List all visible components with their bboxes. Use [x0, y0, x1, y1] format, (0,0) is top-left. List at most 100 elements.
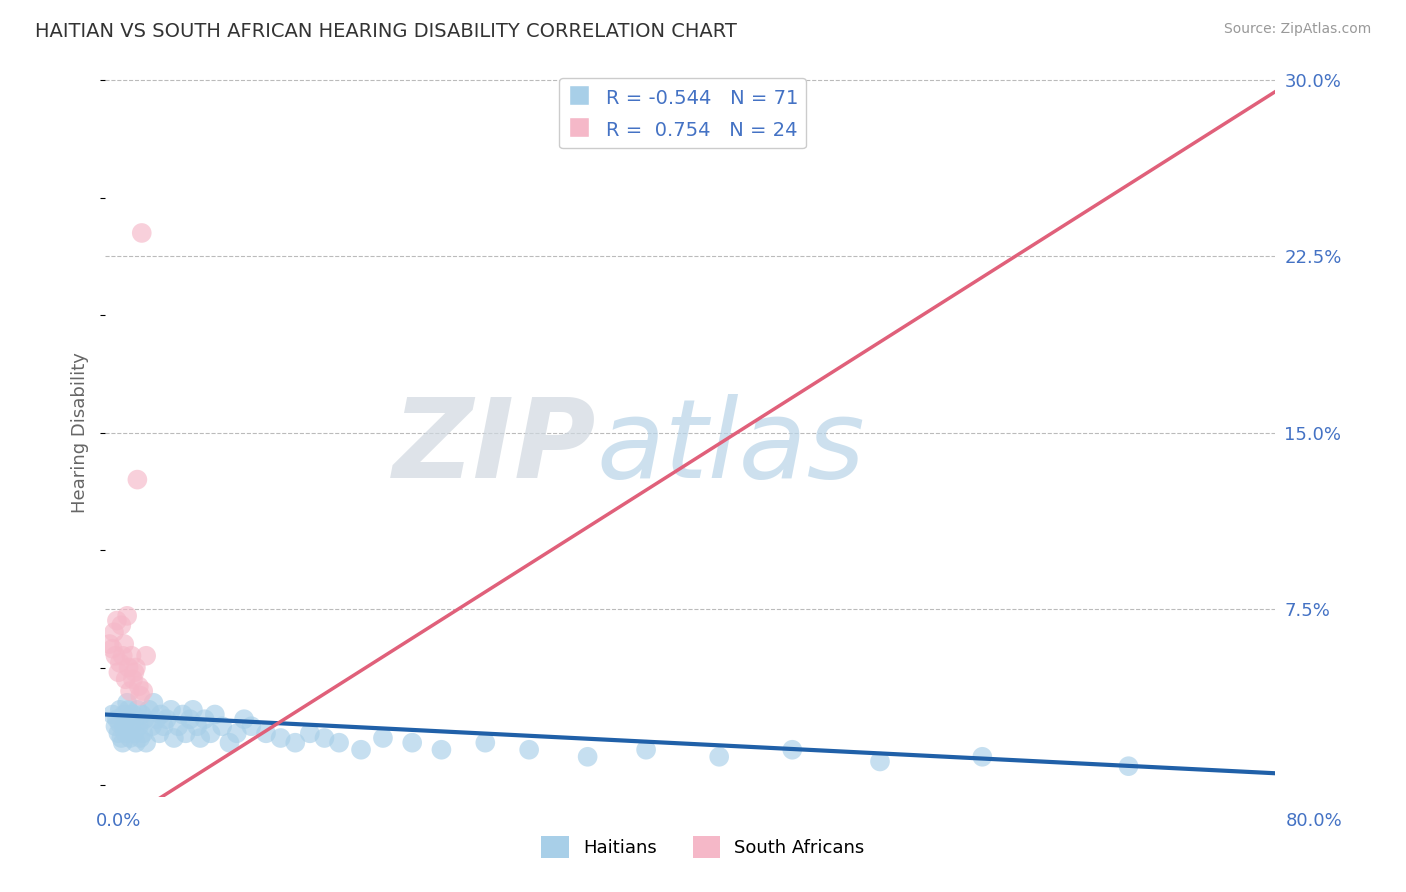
Point [636, 743, 658, 757]
Point [972, 749, 994, 764]
Point [474, 736, 496, 750]
Point [128, 679, 150, 693]
Point [211, 719, 233, 733]
Point [107, 726, 129, 740]
Point [115, 712, 138, 726]
Point [112, 707, 135, 722]
Point [218, 736, 240, 750]
Point [108, 717, 131, 731]
Point [131, 707, 153, 722]
Point [430, 743, 453, 757]
Text: 0.0%: 0.0% [96, 812, 141, 830]
Point [181, 703, 204, 717]
Point [129, 731, 152, 745]
Point [145, 712, 167, 726]
Point [108, 703, 131, 717]
Point [111, 648, 134, 663]
Point [709, 749, 731, 764]
Point [517, 743, 540, 757]
Point [167, 719, 190, 733]
Point [401, 736, 423, 750]
Text: atlas: atlas [596, 393, 865, 500]
Point [138, 703, 160, 717]
Point [240, 719, 263, 733]
Point [135, 648, 157, 663]
Point [194, 712, 217, 726]
Point [155, 712, 177, 726]
Point [576, 749, 599, 764]
Point [188, 731, 211, 745]
Point [1118, 759, 1140, 773]
Point [314, 731, 336, 745]
Point [124, 712, 146, 726]
Point [108, 656, 131, 670]
Point [115, 608, 138, 623]
Point [134, 712, 156, 726]
Point [132, 726, 155, 740]
Point [122, 673, 145, 687]
Point [112, 637, 135, 651]
Point [104, 648, 127, 663]
Point [101, 707, 124, 722]
Y-axis label: Hearing Disability: Hearing Disability [72, 352, 89, 513]
Point [371, 731, 394, 745]
Point [174, 726, 197, 740]
Text: Source: ZipAtlas.com: Source: ZipAtlas.com [1223, 22, 1371, 37]
Point [98, 637, 121, 651]
Point [112, 719, 135, 733]
Text: ZIP: ZIP [392, 393, 596, 500]
Point [121, 719, 143, 733]
Point [122, 707, 145, 722]
Point [115, 696, 138, 710]
Point [350, 743, 373, 757]
Point [131, 226, 153, 240]
Point [225, 726, 247, 740]
Point [284, 736, 307, 750]
Point [127, 703, 149, 717]
Point [111, 736, 134, 750]
Point [204, 707, 226, 722]
Point [117, 660, 139, 674]
Point [120, 684, 142, 698]
Point [186, 719, 208, 733]
Point [124, 665, 146, 680]
Point [152, 719, 174, 733]
Point [104, 719, 127, 733]
Point [869, 755, 891, 769]
Point [328, 736, 350, 750]
Point [141, 719, 163, 733]
Point [114, 673, 136, 687]
Point [782, 743, 804, 757]
Point [254, 726, 277, 740]
Point [163, 731, 186, 745]
Point [298, 726, 321, 740]
Point [105, 712, 128, 726]
Point [107, 665, 129, 680]
Point [110, 618, 132, 632]
Point [132, 684, 155, 698]
Point [114, 726, 136, 740]
Point [127, 473, 149, 487]
Point [124, 726, 146, 740]
Point [270, 731, 292, 745]
Point [179, 712, 201, 726]
Point [148, 726, 170, 740]
Point [105, 614, 128, 628]
Point [125, 736, 148, 750]
Point [233, 712, 256, 726]
Point [129, 689, 152, 703]
Point [135, 736, 157, 750]
Point [142, 696, 165, 710]
Point [121, 648, 143, 663]
Point [172, 707, 194, 722]
Point [120, 731, 142, 745]
Point [110, 731, 132, 745]
Text: HAITIAN VS SOUTH AFRICAN HEARING DISABILITY CORRELATION CHART: HAITIAN VS SOUTH AFRICAN HEARING DISABIL… [35, 22, 737, 41]
Point [103, 625, 125, 640]
Text: 80.0%: 80.0% [1286, 812, 1343, 830]
Point [128, 719, 150, 733]
Point [101, 641, 124, 656]
Point [125, 660, 148, 674]
Legend: Haitians, South Africans: Haitians, South Africans [534, 829, 872, 865]
Point [200, 726, 222, 740]
